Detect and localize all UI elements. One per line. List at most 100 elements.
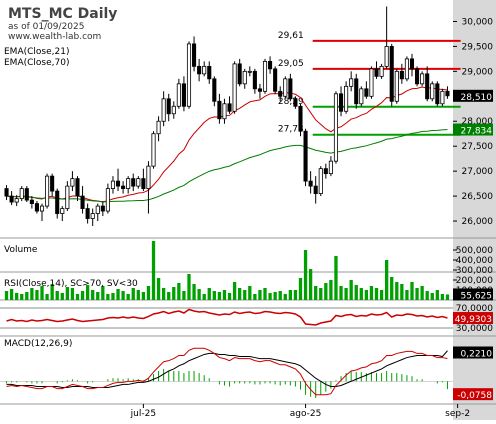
- candle-body: [293, 98, 298, 107]
- candle: [136, 176, 141, 189]
- candle: [95, 203, 100, 222]
- candle: [121, 181, 126, 194]
- last-close-label: 28,510: [461, 93, 493, 103]
- candle-body: [14, 198, 19, 203]
- rsi-tick-label: 30,0000: [456, 324, 493, 334]
- candle-body: [344, 85, 349, 112]
- candle-body: [50, 175, 55, 192]
- candle: [288, 73, 293, 102]
- volume-bar: [283, 294, 287, 300]
- candle-body: [29, 199, 34, 204]
- macd-hist-last-label: -0,0758: [457, 391, 492, 401]
- candle-body: [85, 208, 90, 219]
- volume-bar: [202, 294, 206, 300]
- candle-body: [151, 133, 156, 167]
- volume-bar: [40, 286, 44, 300]
- candle-body: [262, 60, 268, 92]
- volume-bar: [420, 286, 424, 300]
- volume-bar: [70, 288, 75, 300]
- chart-title: MTS_MC Daily: [8, 6, 117, 22]
- candle: [303, 128, 308, 187]
- volume-bar: [146, 286, 151, 300]
- candle-body: [318, 168, 323, 194]
- volume-bar: [354, 285, 358, 300]
- candle-body: [80, 195, 85, 209]
- candle-body: [192, 43, 197, 67]
- candle-body: [131, 178, 136, 187]
- candle: [338, 86, 344, 117]
- volume-bar: [405, 290, 409, 300]
- candle-body: [308, 180, 313, 187]
- macd-hist-last-box: [453, 388, 493, 401]
- candle-body: [136, 178, 141, 187]
- volume-bar: [359, 288, 363, 300]
- candle: [19, 186, 24, 202]
- candle: [60, 206, 65, 222]
- x-tick-label: sep-2: [445, 409, 470, 419]
- candle-body: [4, 188, 9, 197]
- volume-bar: [293, 290, 298, 300]
- candle-body: [212, 78, 217, 102]
- volume-bar: [430, 293, 434, 300]
- volume-bar: [212, 291, 216, 300]
- volume-bar: [369, 286, 374, 300]
- volume-bar: [379, 290, 384, 300]
- candle: [399, 63, 404, 84]
- price-tick-label: 29,000: [462, 67, 494, 77]
- candle-body: [70, 178, 75, 187]
- candle: [85, 203, 90, 224]
- candle: [313, 176, 318, 204]
- volume-tick-label: 300,000: [456, 266, 493, 276]
- volume-bar: [243, 290, 247, 300]
- candle-body: [110, 180, 116, 190]
- volume-bar: [131, 288, 135, 300]
- candle-body: [202, 65, 207, 75]
- candle: [115, 168, 121, 192]
- level-label: 29,05: [278, 59, 304, 69]
- volume-bar: [217, 292, 222, 300]
- candle: [359, 86, 364, 107]
- candle-body: [384, 46, 389, 67]
- price-tick-label: 27,000: [462, 167, 494, 177]
- volume-bar: [395, 282, 399, 300]
- volume-bar: [151, 241, 156, 300]
- candle: [349, 71, 354, 92]
- x-tick-label: jul-25: [130, 409, 156, 419]
- candle: [409, 53, 415, 77]
- volume-bar: [126, 294, 130, 300]
- candle: [34, 201, 39, 214]
- volume-bar: [172, 287, 176, 300]
- macd-pane: 0,2210 -0,0758: [0, 346, 493, 401]
- candle-body: [34, 203, 39, 212]
- volume-bar: [116, 289, 120, 300]
- volume-bar: [45, 294, 49, 300]
- candle: [100, 201, 105, 217]
- candle: [181, 76, 186, 112]
- candle: [45, 173, 50, 209]
- volume-bar: [415, 288, 419, 300]
- volume-bar: [60, 293, 64, 300]
- candle-body: [156, 120, 161, 135]
- candle-body: [186, 43, 192, 107]
- macd-last-box: [453, 346, 493, 359]
- candle-body: [257, 88, 262, 92]
- candle-body: [303, 130, 308, 182]
- candle: [80, 186, 85, 214]
- candle-body: [409, 58, 415, 70]
- volume-bar: [101, 286, 105, 300]
- candle: [75, 176, 80, 202]
- last-close-box: [453, 89, 493, 102]
- volume-bar: [410, 282, 414, 300]
- candle-body: [60, 208, 65, 214]
- candle: [110, 176, 116, 194]
- volume-tick-label: 200,000: [456, 276, 493, 286]
- candle-body: [283, 78, 288, 97]
- candle-body: [24, 188, 29, 201]
- candle: [105, 183, 110, 214]
- candle-body: [399, 70, 404, 80]
- as-of-date: as of 01/09/2025: [8, 22, 84, 32]
- volume-bar: [349, 280, 353, 300]
- volume-bar: [177, 283, 181, 300]
- candle: [161, 91, 166, 127]
